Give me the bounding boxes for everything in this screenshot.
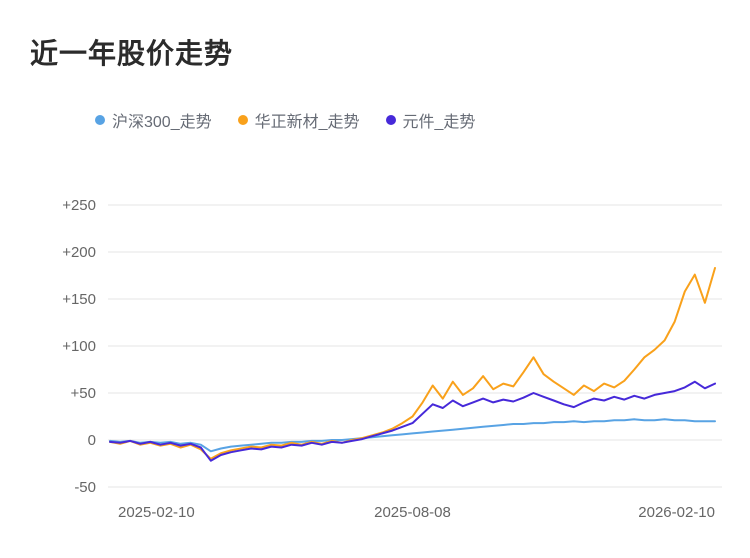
- legend-item-huazheng[interactable]: 华正新材_走势: [237, 108, 360, 132]
- legend-label: 沪深300_走势: [112, 114, 212, 131]
- legend-item-yuanjian[interactable]: 元件_走势: [385, 108, 476, 132]
- svg-text:+250: +250: [62, 197, 96, 214]
- svg-text:+50: +50: [71, 385, 96, 402]
- svg-text:+200: +200: [62, 244, 96, 261]
- legend-item-hs300[interactable]: 沪深300_走势: [95, 108, 212, 132]
- svg-text:2026-02-10: 2026-02-10: [638, 504, 715, 521]
- svg-text:-50: -50: [74, 479, 96, 496]
- legend-dot-icon: [95, 115, 105, 125]
- chart-legend: 沪深300_走势 华正新材_走势 元件_走势: [95, 108, 475, 132]
- svg-text:0: 0: [88, 432, 96, 449]
- legend-dot-icon: [385, 115, 396, 125]
- chart-title: 近一年股价走势: [30, 38, 234, 69]
- svg-text:2025-08-08: 2025-08-08: [374, 504, 451, 521]
- svg-text:2025-02-10: 2025-02-10: [118, 504, 195, 521]
- svg-text:+150: +150: [62, 291, 96, 308]
- legend-label: 元件_走势: [402, 114, 476, 131]
- legend-label: 华正新材_走势: [254, 114, 360, 131]
- legend-dot-icon: [237, 115, 248, 125]
- svg-text:+100: +100: [62, 338, 96, 355]
